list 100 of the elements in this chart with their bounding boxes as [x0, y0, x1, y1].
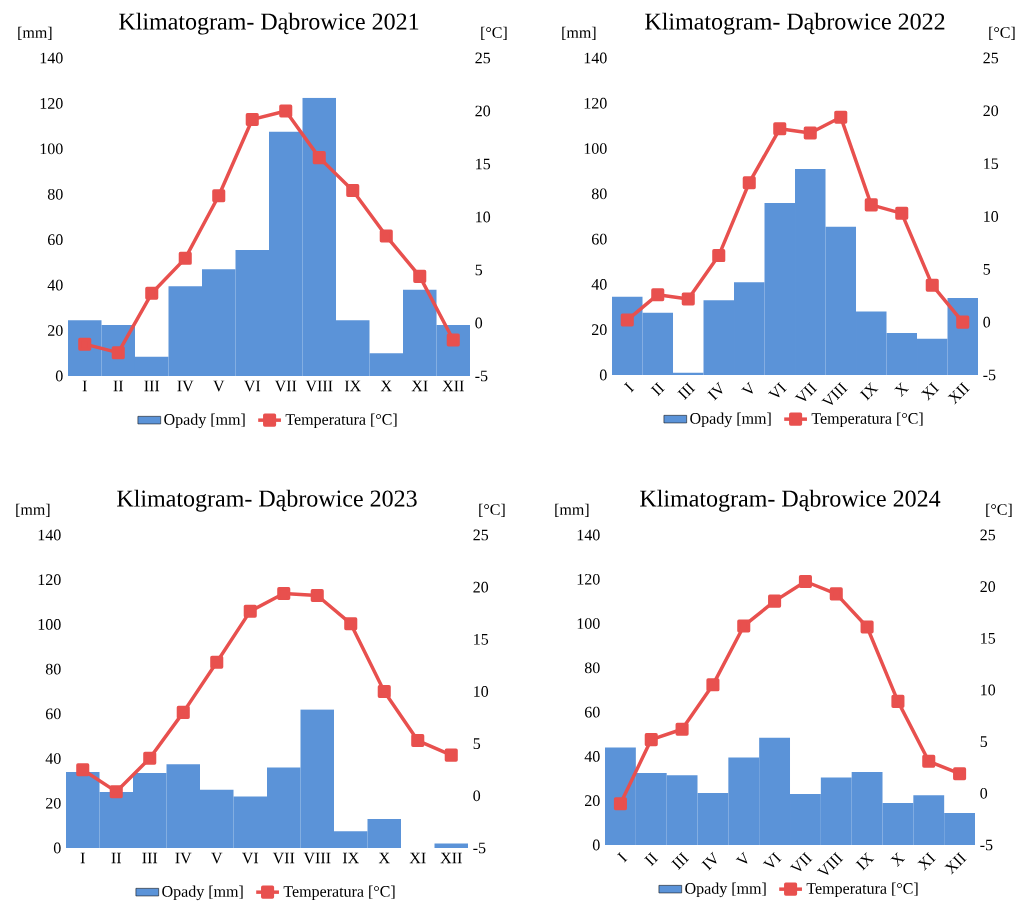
- y-tick-label: 40: [47, 279, 63, 291]
- x-tick-label: II: [111, 852, 122, 864]
- point: [145, 286, 159, 300]
- y-tick-label: 140: [40, 52, 63, 64]
- y-tick-label: 120: [40, 98, 63, 109]
- point: [681, 292, 695, 306]
- y-tick-label: 80: [47, 188, 63, 200]
- point: [860, 620, 874, 634]
- y2-tick-label: 0: [475, 317, 483, 329]
- x-tick-label: VI: [244, 380, 261, 392]
- y2-tick-label: 5: [473, 738, 481, 749]
- y2-axis-title: [°C]: [481, 26, 507, 40]
- point: [706, 678, 720, 692]
- x-tick-label: I: [80, 852, 85, 864]
- x-tick-label: XI: [920, 382, 940, 401]
- y-tick-label: 100: [40, 143, 63, 155]
- point: [956, 315, 970, 329]
- point: [864, 198, 878, 212]
- y-tick-label: 60: [591, 233, 607, 245]
- x-tick-label: X: [890, 852, 906, 867]
- x-tick-label: II: [113, 380, 124, 392]
- x-tick-label: IX: [859, 382, 879, 401]
- x-tick-label: I: [617, 852, 628, 863]
- x-tick-label: IX: [344, 380, 361, 392]
- point: [212, 189, 226, 203]
- y-tick-label: 60: [47, 234, 63, 246]
- point: [210, 655, 224, 669]
- chart-title: Klimatogram- Dąbrowice 2022: [645, 12, 945, 35]
- x-tick-label: III: [142, 852, 158, 864]
- x-tick-label: X: [894, 382, 909, 397]
- x-tick-label: IV: [701, 851, 717, 871]
- point: [411, 734, 425, 748]
- point: [310, 588, 324, 603]
- point: [176, 705, 190, 719]
- y-tick-label: 140: [38, 529, 61, 541]
- y2-tick-label: -5: [473, 842, 486, 854]
- y2-tick-label: 20: [980, 581, 996, 593]
- y-axis-title: [mm]: [16, 503, 50, 517]
- y-tick-label: 140: [584, 52, 607, 64]
- y-tick-label: 100: [577, 618, 600, 629]
- point: [379, 229, 393, 243]
- y2-tick-label: 0: [473, 790, 481, 802]
- y2-tick-label: 25: [473, 529, 489, 541]
- y2-tick-label: 0: [980, 787, 988, 799]
- y-tick-label: 100: [584, 143, 607, 154]
- point: [277, 586, 291, 600]
- x-tick-label: III: [677, 382, 696, 400]
- y-tick-label: 20: [46, 797, 61, 809]
- x-tick-label: IX: [855, 852, 875, 871]
- x-tick-label: IV: [177, 380, 194, 392]
- y-tick-label: 20: [585, 795, 600, 807]
- point: [178, 251, 192, 265]
- x-tick-label: VII: [272, 852, 295, 864]
- x-tick-label: XI: [411, 380, 428, 392]
- point: [245, 112, 259, 127]
- y-axis-title: [mm]: [562, 26, 596, 40]
- point: [895, 206, 909, 220]
- y2-tick-label: 25: [980, 529, 996, 541]
- x-tick-label: VIII: [305, 380, 333, 392]
- x-tick-label: VII: [794, 382, 818, 401]
- y-tick-label: 40: [591, 279, 607, 290]
- y-tick-label: 120: [584, 97, 607, 109]
- x-tick-label: VIII: [816, 852, 844, 875]
- point: [109, 785, 123, 799]
- y2-tick-label: 0: [983, 316, 991, 328]
- point: [651, 288, 665, 302]
- y-tick-label: 80: [591, 188, 607, 200]
- point: [413, 269, 427, 283]
- legend-label: Temperatura [°C]: [806, 882, 918, 898]
- x-tick-label: V: [741, 381, 753, 394]
- chart-title: Klimatogram- Dąbrowice 2023: [117, 489, 417, 512]
- y-tick-label: 0: [53, 842, 61, 854]
- point: [243, 604, 257, 618]
- y2-tick-label: 20: [473, 581, 489, 593]
- y-tick-label: 80: [45, 663, 61, 675]
- legend-label: Opady [mm]: [164, 413, 245, 429]
- x-tick-label: V: [213, 380, 225, 392]
- y2-tick-label: 15: [476, 158, 491, 170]
- y-tick-label: 80: [584, 662, 600, 674]
- y2-tick-label: 25: [475, 52, 491, 64]
- x-tick-label: XI: [409, 852, 426, 864]
- x-tick-label: X: [380, 380, 392, 392]
- y2-tick-label: -5: [983, 369, 996, 381]
- legend-label: Opady [mm]: [685, 882, 766, 898]
- point: [773, 122, 787, 136]
- y-tick-label: 60: [584, 706, 600, 718]
- x-tick-label: XII: [944, 852, 967, 875]
- x-tick-label: VI: [762, 852, 782, 868]
- point: [742, 176, 756, 190]
- point: [377, 684, 391, 699]
- chart-title: Klimatogram- Dąbrowice 2021: [119, 12, 419, 35]
- x-tick-label: VIII: [303, 852, 331, 864]
- x-tick-label: XII: [947, 382, 970, 405]
- x-tick-label: VII: [789, 852, 813, 871]
- y-tick-label: 40: [584, 751, 600, 762]
- point: [803, 126, 817, 140]
- x-tick-label: IV: [175, 852, 192, 864]
- point: [444, 748, 458, 762]
- point: [279, 104, 293, 118]
- x-tick-label: I: [623, 382, 635, 393]
